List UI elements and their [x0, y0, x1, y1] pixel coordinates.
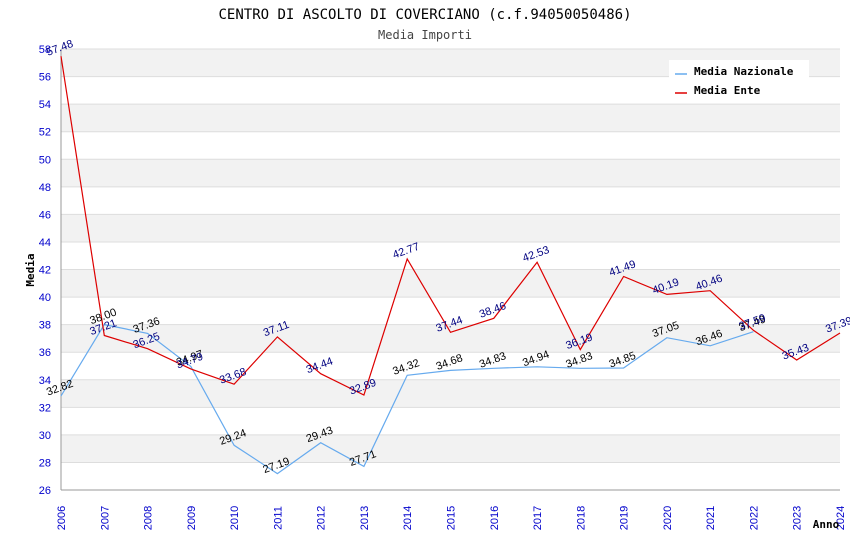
grid-band [61, 104, 840, 132]
grid-band [61, 269, 840, 298]
x-tick-label: 2014 [402, 506, 414, 530]
x-tick-label: 2015 [446, 506, 458, 530]
x-tick-label: 2019 [619, 506, 631, 530]
legend-box [669, 60, 809, 102]
series-lines [60, 56, 841, 475]
y-axis-title: Media [24, 253, 37, 286]
legend: Media Nazionale Media Ente [669, 60, 809, 102]
y-tick-label: 50 [39, 154, 51, 166]
chart-title: CENTRO DI ASCOLTO DI COVERCIANO (c.f.940… [218, 7, 631, 23]
y-axis: 26 28 30 32 34 36 38 40 42 44 46 48 50 52 54 56 58 [39, 44, 62, 497]
y-tick-label: 36 [39, 347, 51, 359]
x-tick-label: 2012 [316, 506, 328, 530]
y-tick-label: 48 [39, 182, 51, 194]
x-tick-label: 2009 [186, 506, 198, 530]
y-tick-label: 40 [39, 292, 51, 304]
grid-band [61, 379, 840, 408]
y-tick-label: 56 [39, 72, 51, 84]
x-axis: 2006 2007 2008 2009 2010 2011 2012 2013 2014 2015… [56, 489, 847, 530]
x-tick-label: 2017 [532, 506, 544, 530]
x-tick-label: 2024 [835, 506, 847, 530]
x-tick-label: 2018 [575, 506, 587, 530]
x-axis-title: Anno [813, 518, 840, 531]
x-tick-label: 2011 [272, 506, 284, 530]
x-tick-label: 2008 [143, 506, 155, 530]
x-tick-label: 2023 [792, 506, 804, 530]
x-tick-label: 2010 [229, 506, 241, 530]
grid-band [61, 324, 840, 353]
y-tick-label: 44 [39, 237, 51, 249]
y-tick-label: 30 [39, 430, 51, 442]
x-tick-label: 2021 [705, 506, 717, 530]
legend-label: Media Nazionale [694, 65, 794, 78]
y-tick-label: 26 [39, 485, 51, 497]
y-tick-label: 52 [39, 127, 51, 139]
y-tick-label: 34 [39, 375, 51, 387]
x-tick-label: 2006 [56, 506, 68, 530]
chart-subtitle: Media Importi [378, 28, 472, 42]
series-line-ente [60, 56, 841, 396]
x-tick-label: 2020 [662, 506, 674, 530]
y-tick-label: 54 [39, 99, 51, 111]
grid-band [61, 434, 840, 463]
x-tick-label: 2013 [359, 506, 371, 530]
grid-band [61, 214, 840, 242]
y-tick-label: 46 [39, 209, 51, 221]
x-tick-label: 2016 [489, 506, 501, 530]
x-tick-label: 2022 [748, 506, 760, 530]
y-tick-label: 28 [39, 457, 51, 469]
y-tick-label: 58 [39, 44, 51, 56]
y-tick-label: 42 [39, 265, 51, 277]
legend-label: Media Ente [694, 84, 761, 97]
grid-band [61, 159, 840, 187]
x-tick-label: 2007 [99, 506, 111, 530]
y-tick-label: 32 [39, 402, 51, 414]
series-line-nazionale [60, 323, 754, 475]
y-tick-label: 38 [39, 320, 51, 332]
gridlines [61, 48, 840, 491]
